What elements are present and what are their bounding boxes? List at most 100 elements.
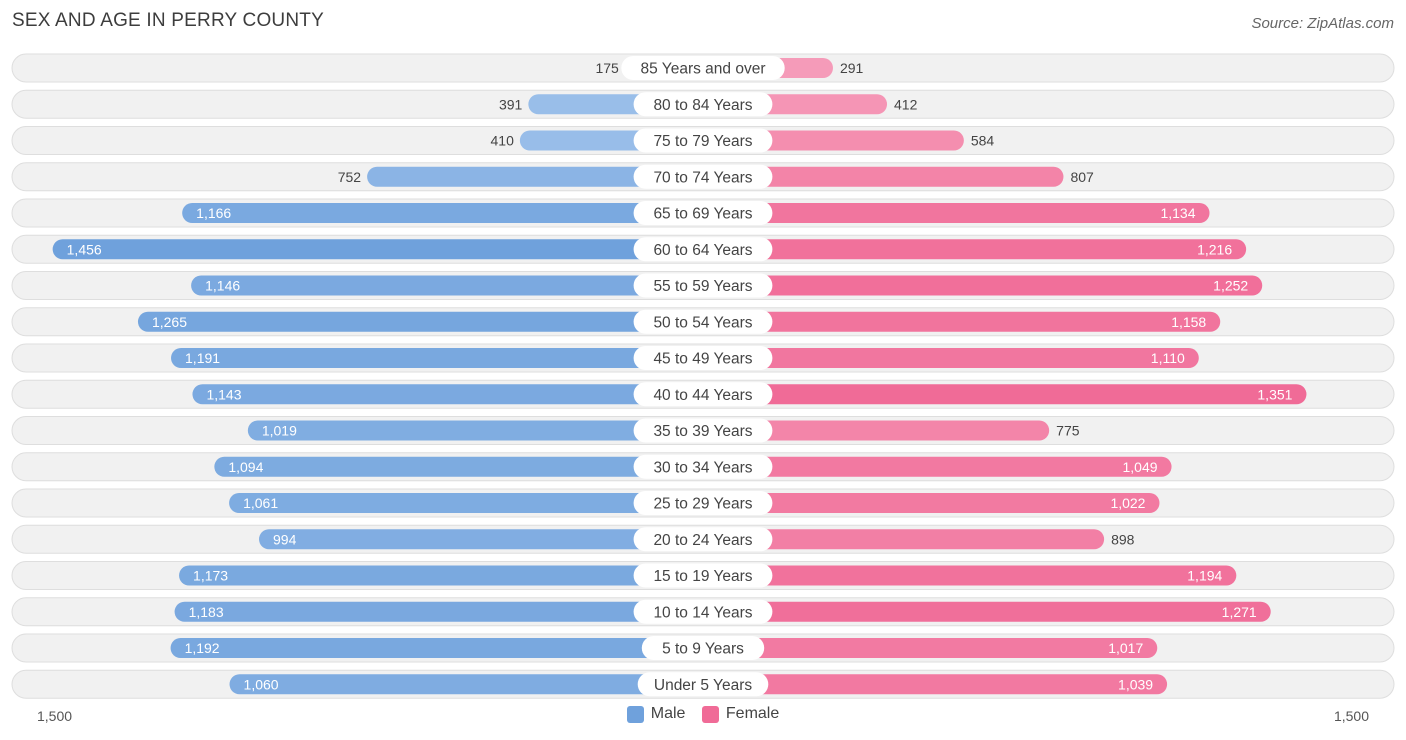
category-label-bg — [633, 418, 773, 443]
bar-male — [179, 565, 703, 586]
category-label: 45 to 49 Years — [653, 351, 752, 368]
legend-item-male: Male — [626, 705, 685, 723]
category-label-bg — [633, 382, 773, 407]
bar-female — [703, 420, 1050, 441]
category-label: 55 to 59 Years — [653, 278, 752, 295]
category-label: 30 to 34 Years — [653, 459, 752, 476]
bar-male — [52, 239, 704, 260]
bar-male — [170, 638, 703, 658]
data-label-female: 898 — [1111, 531, 1135, 547]
category-label: 20 to 24 Years — [653, 532, 752, 549]
bar-female — [703, 565, 1237, 586]
bar-female — [703, 384, 1307, 405]
category-label-bg — [633, 309, 773, 334]
category-label-bg — [633, 273, 773, 298]
category-label: 75 to 79 Years — [653, 133, 752, 150]
data-label-male: 1,019 — [262, 423, 297, 439]
bar-female — [703, 674, 1168, 695]
legend-swatch-male — [626, 705, 644, 723]
category-label-bg — [633, 346, 773, 370]
data-label-male: 1,173 — [193, 568, 228, 584]
data-label-male: 1,061 — [243, 495, 278, 511]
data-label-female: 1,351 — [1257, 386, 1292, 402]
data-label-female: 1,017 — [1108, 640, 1143, 656]
data-label-male: 1,146 — [205, 278, 240, 294]
legend: Male Female — [0, 705, 1406, 728]
data-label-female: 1,216 — [1197, 241, 1232, 257]
category-label-bg — [633, 92, 773, 117]
bar-male — [171, 348, 703, 368]
category-label-bg — [633, 128, 773, 153]
category-label: 40 to 44 Years — [653, 387, 752, 404]
category-label: 70 to 74 Years — [653, 169, 752, 186]
data-label-male: 752 — [338, 169, 362, 185]
bar-male — [229, 674, 704, 695]
category-label: 60 to 64 Years — [653, 242, 752, 259]
category-label-bg — [633, 201, 773, 225]
bar-male — [214, 456, 703, 477]
bar-female — [703, 638, 1158, 658]
category-label-bg — [633, 164, 773, 189]
data-label-female: 1,049 — [1123, 459, 1158, 475]
bar-female — [703, 529, 1105, 550]
bar-male — [259, 529, 703, 550]
bar-male — [182, 203, 704, 223]
category-label: 10 to 14 Years — [653, 604, 752, 621]
bar-male — [367, 166, 703, 187]
data-label-female: 584 — [971, 133, 995, 149]
data-label-female: 412 — [894, 96, 918, 112]
bar-female — [703, 166, 1064, 187]
data-label-female: 291 — [840, 60, 864, 76]
data-label-male: 1,192 — [185, 640, 220, 656]
category-label-bg — [633, 454, 773, 479]
legend-label-female: Female — [725, 705, 780, 722]
axis-label-left: 1,500 — [37, 708, 73, 724]
category-label: 50 to 54 Years — [653, 314, 752, 331]
data-label-female: 1,271 — [1222, 604, 1257, 620]
category-label: 35 to 39 Years — [653, 423, 752, 440]
data-label-male: 1,183 — [189, 604, 224, 620]
bar-female — [703, 275, 1263, 296]
data-label-female: 1,158 — [1171, 314, 1206, 330]
bar-female — [703, 493, 1160, 513]
bar-female — [703, 601, 1271, 622]
category-label-bg — [621, 56, 785, 80]
data-label-male: 994 — [273, 531, 297, 547]
data-label-female: 775 — [1056, 423, 1080, 439]
bar-male — [192, 384, 703, 405]
category-label: 5 to 9 Years — [662, 641, 744, 658]
data-label-female: 1,134 — [1160, 205, 1195, 221]
data-label-male: 1,191 — [185, 350, 220, 366]
bar-female — [703, 311, 1221, 332]
data-label-female: 1,110 — [1151, 350, 1185, 366]
category-label: 80 to 84 Years — [653, 97, 752, 114]
chart-source: Source: ZipAtlas.com — [1251, 15, 1394, 32]
category-label-bg — [633, 563, 773, 588]
bar-male — [137, 311, 703, 332]
data-label-female: 1,039 — [1118, 676, 1153, 692]
bar-female — [703, 239, 1247, 260]
category-label: 65 to 69 Years — [653, 206, 752, 223]
chart-title: SEX AND AGE IN PERRY COUNTY — [12, 10, 324, 31]
data-label-male: 391 — [499, 96, 523, 112]
axis-label-right: 1,500 — [1333, 708, 1369, 724]
category-label-bg — [641, 636, 765, 660]
data-label-male: 1,166 — [196, 205, 231, 221]
bar-male — [191, 275, 703, 296]
category-label: 15 to 19 Years — [653, 568, 752, 585]
data-label-male: 410 — [491, 133, 515, 149]
category-label: 85 Years and over — [641, 61, 766, 78]
category-label-bg — [633, 527, 773, 552]
bar-female — [703, 203, 1210, 223]
category-label: 25 to 29 Years — [653, 496, 752, 513]
data-label-male: 1,265 — [152, 314, 187, 330]
category-label: Under 5 Years — [654, 677, 752, 694]
category-label-bg — [633, 599, 773, 624]
data-label-female: 807 — [1070, 169, 1094, 185]
data-label-female: 1,022 — [1110, 495, 1145, 511]
bar-female — [703, 348, 1199, 368]
data-label-male: 175 — [595, 60, 619, 76]
data-label-male: 1,456 — [67, 241, 102, 257]
legend-item-female: Female — [701, 705, 780, 723]
